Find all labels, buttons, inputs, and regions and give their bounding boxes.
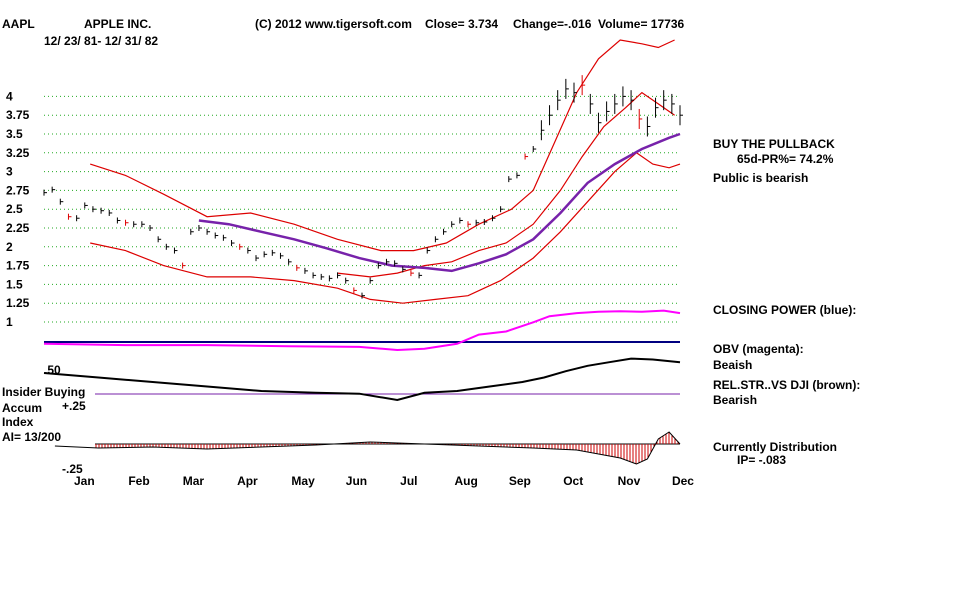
x-axis-months: Jan Feb Mar Apr May Jun Jul Aug Sep Oct Nov Dec: [74, 474, 694, 488]
accum-top-tick: +.25: [62, 399, 86, 413]
ip-value: IP= -.083: [737, 453, 786, 467]
volume-value: Volume= 17736: [598, 17, 684, 31]
price-bars: [44, 75, 683, 299]
y-tick-label: 2.75: [6, 183, 30, 197]
ai-value: AI= 13/200: [2, 430, 61, 444]
month-label: Aug: [455, 474, 478, 488]
month-label: Feb: [128, 474, 149, 488]
date-range: 12/ 23/ 81- 12/ 31/ 82: [44, 34, 158, 48]
month-label: Sep: [509, 474, 531, 488]
obv-title: OBV (magenta):: [713, 342, 804, 356]
month-label: Apr: [237, 474, 258, 488]
mid-tick: .50: [44, 363, 61, 377]
accum-line: [55, 432, 680, 464]
y-tick-label: 1: [6, 315, 13, 329]
accum-label: Accum: [2, 401, 42, 415]
month-label: Jul: [400, 474, 417, 488]
copyright: (C) 2012 www.tigersoft.com: [255, 17, 412, 31]
relstr-status: Bearish: [713, 393, 757, 407]
month-label: Dec: [672, 474, 694, 488]
closing-power-label: CLOSING POWER (blue):: [713, 303, 856, 317]
obv-line: [44, 311, 680, 350]
month-label: Jun: [346, 474, 367, 488]
y-tick-label: 2.5: [6, 202, 23, 216]
month-label: Jan: [74, 474, 95, 488]
price-gridlines: [44, 96, 680, 322]
lower-band-line: [90, 153, 680, 303]
middle-band-line: [338, 93, 675, 277]
pr-percent: 65d-PR%= 74.2%: [737, 152, 833, 166]
y-tick-label: 3: [6, 165, 13, 179]
y-tick-label: 1.25: [6, 296, 30, 310]
change-value: Change=-.016: [513, 17, 591, 31]
y-tick-label: 1.75: [6, 259, 30, 273]
month-label: Nov: [618, 474, 641, 488]
insider-label: Insider Buying: [2, 385, 85, 399]
moving-average-line: [199, 134, 680, 271]
company-name: APPLE INC.: [84, 17, 151, 31]
y-tick-label: 3.25: [6, 146, 30, 160]
y-axis-ticks: 4 3.75 3.5 3.25 3 2.75 2.5 2.25 2 1.75 1.5 1.25 1: [6, 89, 30, 329]
y-tick-label: 4: [6, 89, 13, 103]
accum-bottom-tick: -.25: [62, 462, 83, 476]
buy-signal: BUY THE PULLBACK: [713, 137, 835, 151]
close-value: Close= 3.734: [425, 17, 498, 31]
closing-power-area: [44, 342, 680, 394]
tigersoft-chart: 4 3.75 3.5 3.25 3 2.75 2.5 2.25 2 1.75 1.5 1.25 1 Ja…: [0, 0, 960, 600]
upper-band-line: [90, 40, 674, 251]
y-tick-label: 1.5: [6, 277, 23, 291]
public-sentiment: Public is bearish: [713, 171, 808, 185]
y-tick-label: 3.75: [6, 108, 30, 122]
accumulation-index-area: [55, 432, 680, 464]
month-label: May: [291, 474, 315, 488]
moving-average: [199, 134, 680, 271]
month-label: Mar: [183, 474, 205, 488]
y-tick-label: 2.25: [6, 221, 30, 235]
y-tick-label: 2: [6, 240, 13, 254]
y-tick-label: 3.5: [6, 127, 23, 141]
distribution-status: Currently Distribution: [713, 440, 837, 454]
month-label: Oct: [563, 474, 583, 488]
relstr-title: REL.STR..VS DJI (brown):: [713, 378, 860, 392]
obv-status: Beaish: [713, 358, 752, 372]
symbol: AAPL: [2, 17, 35, 31]
obv-series-line: [44, 311, 680, 350]
index-label: Index: [2, 415, 33, 429]
